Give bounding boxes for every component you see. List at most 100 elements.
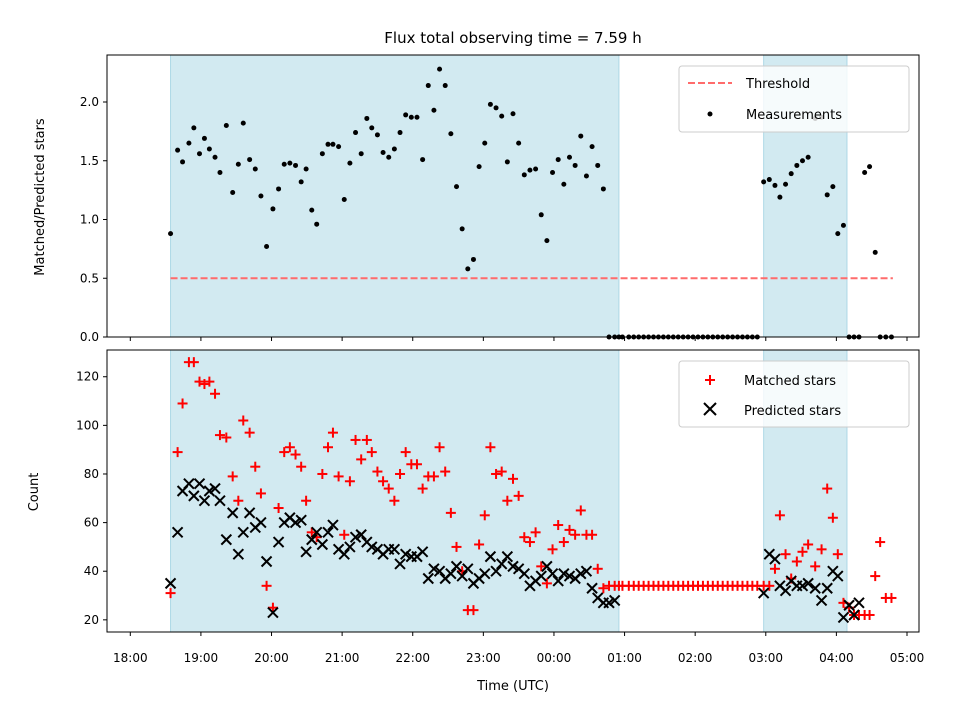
x-tick-label: 05:00 (890, 651, 925, 665)
matched-point (870, 571, 881, 582)
matched-point (400, 447, 411, 458)
matched-point (356, 454, 367, 465)
measurement-point (510, 111, 516, 117)
measurement-point (583, 173, 589, 179)
measurement-point (521, 172, 527, 178)
measurement-point (201, 135, 207, 141)
matched-point (411, 459, 422, 470)
measurement-point (235, 161, 241, 167)
predicted-point (322, 526, 334, 539)
measurement-point (247, 157, 253, 163)
matched-point (344, 476, 355, 487)
predicted-point (394, 558, 406, 570)
predicted-point (445, 567, 457, 580)
measurement-point (287, 160, 293, 166)
matched-point (886, 592, 897, 603)
matched-point (434, 442, 445, 453)
predicted-point (495, 558, 508, 570)
measurement-point (397, 130, 403, 136)
measurement-point (538, 212, 544, 218)
matched-point (214, 430, 225, 441)
measurement-point (223, 123, 229, 128)
shaded-interval (170, 349, 620, 633)
matched-point (479, 510, 490, 521)
matched-point (327, 427, 338, 438)
bottom-y-tick-label: 120 (76, 370, 99, 384)
matched-point (389, 495, 400, 506)
x-tick-label: 04:00 (819, 651, 854, 665)
x-tick-label: 00:00 (537, 651, 572, 665)
measurement-point (369, 125, 375, 131)
measurement-point (448, 131, 454, 137)
predicted-point (484, 550, 497, 563)
matched-point (255, 488, 266, 499)
measurement-point (555, 157, 561, 163)
matched-point (378, 476, 389, 487)
predicted-point (552, 575, 564, 587)
measurement-point (403, 112, 409, 118)
matched-point (485, 442, 496, 453)
predicted-point (843, 599, 855, 611)
matched-point (810, 561, 821, 572)
matched-point (875, 537, 886, 548)
predicted-point (422, 572, 434, 585)
predicted-point (311, 526, 323, 539)
predicted-point (198, 495, 211, 507)
measurement-point (454, 184, 460, 190)
measurement-point (230, 189, 236, 195)
bottom-y-ticks: 20 40 60 80 100 120 (76, 370, 107, 627)
matched-point (233, 495, 244, 506)
measurement-point (258, 193, 264, 199)
measurement-point (872, 249, 878, 255)
bottom-y-tick-label: 20 (84, 613, 99, 627)
matched-point (496, 466, 507, 477)
measurement-point (783, 181, 789, 187)
predicted-point (546, 567, 559, 580)
measurement-point (437, 66, 443, 72)
legend-predicted-marker (703, 402, 717, 416)
predicted-point (541, 560, 553, 573)
top-y-tick-label: 2.0 (80, 95, 99, 109)
matched-point (764, 580, 775, 591)
matched-point (822, 483, 833, 494)
predicted-point (456, 570, 468, 582)
measurement-point (527, 167, 533, 173)
measurement-point (386, 154, 392, 160)
top-x-ticks (129, 337, 908, 341)
top-y-ticks: 0.0 0.5 1.0 1.5 2.0 (80, 95, 107, 344)
predicted-point (272, 536, 285, 548)
matched-point (273, 503, 284, 514)
top-y-tick-label: 0.0 (80, 330, 99, 344)
matched-point (323, 442, 334, 453)
x-tick-label: 19:00 (184, 651, 219, 665)
matched-point (165, 588, 176, 599)
matched-point (816, 544, 827, 555)
measurement-point (420, 157, 426, 163)
measurement-point (442, 83, 448, 89)
predicted-point (183, 477, 195, 490)
matched-point (558, 537, 569, 548)
matched-point (210, 388, 221, 399)
x-tick-label: 18:00 (113, 651, 148, 665)
predicted-point (490, 565, 502, 577)
measurement-point (314, 221, 320, 227)
measurement-point (270, 206, 276, 212)
predicted-point (295, 514, 307, 526)
matched-point (803, 539, 814, 550)
predicted-point (809, 582, 821, 594)
matched-point (536, 561, 547, 572)
measurement-point (336, 144, 342, 150)
predicted-point (433, 565, 446, 577)
matched-point (188, 357, 199, 368)
predicted-point (518, 567, 531, 580)
measurement-point (516, 140, 522, 146)
measurement-point (777, 194, 783, 200)
measurement-point (358, 151, 364, 157)
measurement-point (414, 114, 420, 120)
measurement-point (264, 244, 270, 250)
measurement-point (425, 83, 431, 89)
measurement-point (168, 231, 174, 237)
matched-point (279, 447, 290, 458)
measurement-point (799, 158, 805, 164)
matched-point (547, 544, 558, 555)
